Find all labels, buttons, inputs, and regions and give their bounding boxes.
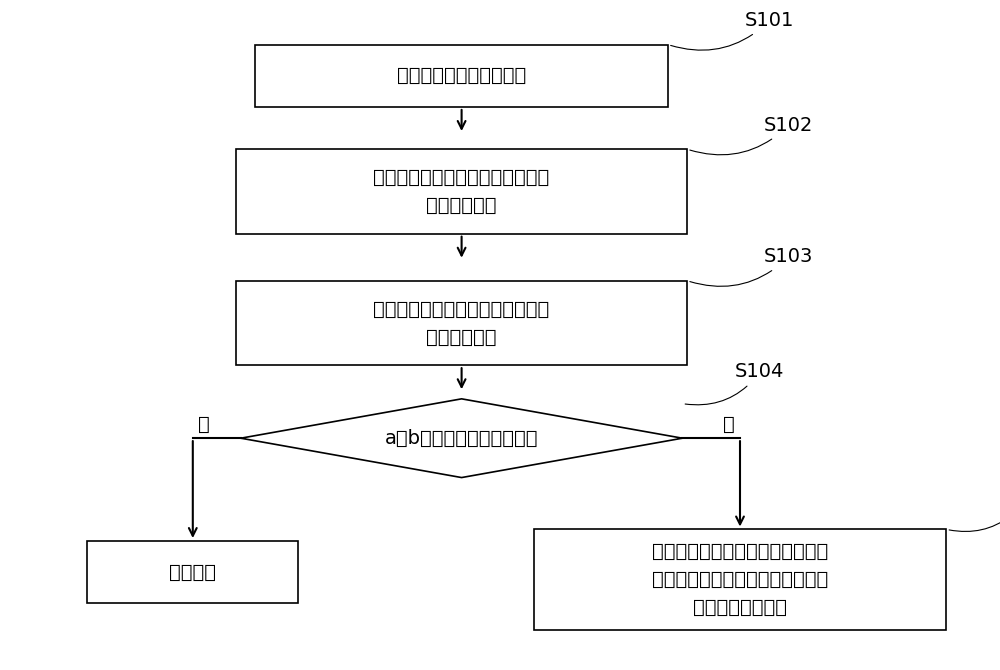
Text: 否: 否 [198,415,209,434]
Polygon shape [241,399,682,478]
Text: a与b差値的绝对値＞设定値: a与b差値的绝对値＞设定値 [385,429,538,448]
Bar [236,149,687,234]
Text: 取相邻的两张物料图像中较晚拍摄
的一张物料图像所对应的拍摄时点
作为固液转换时点: 取相邻的两张物料图像中较晚拍摄 的一张物料图像所对应的拍摄时点 作为固液转换时点 [652,542,828,617]
Text: 是: 是 [723,415,735,434]
Text: 计算相邻的两张物料图像的边界形
状特征的面积: 计算相邻的两张物料图像的边界形 状特征的面积 [373,299,550,346]
Text: S102: S102 [690,116,813,155]
Text: 确定相邻的两张物料图像相对应的
边界形状特征: 确定相邻的两张物料图像相对应的 边界形状特征 [373,168,550,215]
Text: 结束操作: 结束操作 [169,563,216,582]
Bar [236,281,687,365]
Bar [255,45,668,107]
Text: S104: S104 [685,362,785,405]
Text: 实时获取坑埚内物料图像: 实时获取坑埚内物料图像 [397,66,526,85]
Text: S105: S105 [949,493,1000,531]
Bar [87,541,298,603]
Text: S103: S103 [690,247,813,286]
Text: S101: S101 [671,11,794,50]
Bar [534,529,946,630]
